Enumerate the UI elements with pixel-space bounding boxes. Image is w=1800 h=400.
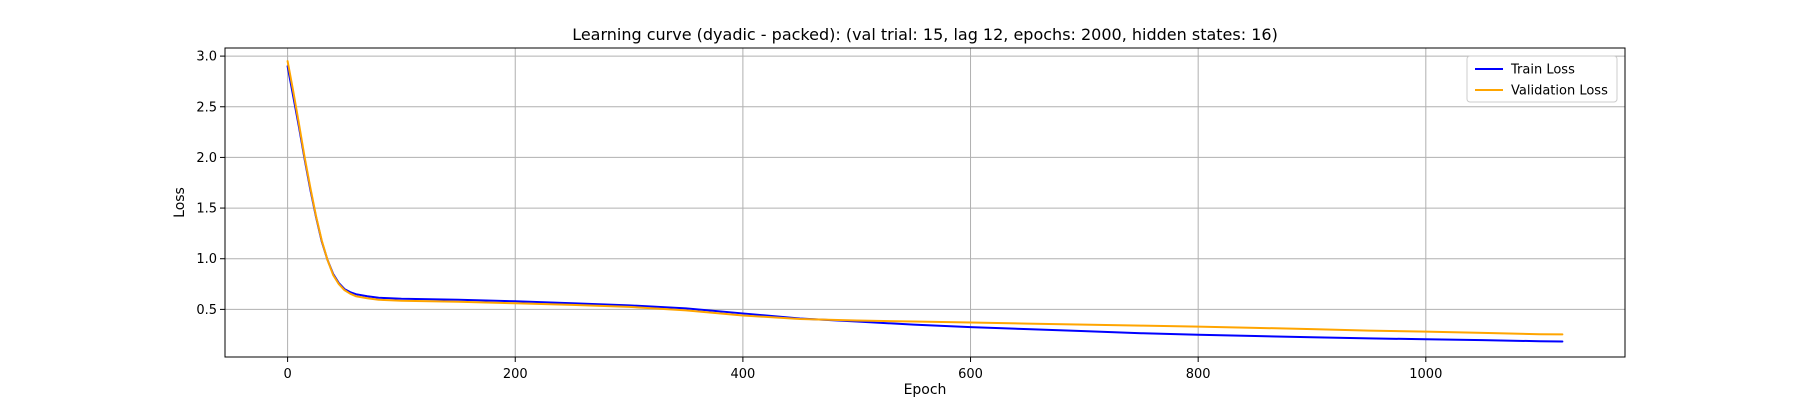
x-tick-label: 400 (730, 367, 755, 382)
x-tick-label: 200 (503, 367, 528, 382)
y-axis-label: Loss (172, 187, 188, 218)
legend-box (1466, 55, 1618, 103)
series-lines (286, 60, 1564, 343)
axis-ticks: 0 200 400 600 800 1000 0.5 1.0 1.5 2.0 2.5 3.0 (196, 50, 1442, 382)
y-tick-label: 1.0 (196, 252, 217, 267)
x-tick-label: 800 (1186, 367, 1211, 382)
x-tick-label: 600 (958, 367, 983, 382)
legend-validation-loss-label: Validation Loss (1511, 84, 1608, 99)
x-tick-label: 0 (283, 367, 291, 382)
validation-loss-line (286, 60, 1564, 336)
y-tick-label: 0.5 (196, 303, 217, 318)
chart-title: Learning curve (dyadic - packed): (val t… (572, 25, 1278, 44)
x-tick-label: 1000 (1409, 367, 1442, 382)
plot-frame (224, 47, 1626, 358)
x-axis-label: Epoch (904, 382, 947, 398)
legend-train-loss-label: Train Loss (1510, 63, 1575, 78)
y-tick-label: 2.0 (196, 151, 217, 166)
grid-lines (225, 48, 1625, 357)
y-tick-label: 1.5 (196, 202, 217, 217)
y-tick-label: 3.0 (196, 50, 217, 65)
train-loss-line (286, 65, 1564, 343)
legend: Train Loss Validation Loss (1466, 55, 1618, 103)
y-tick-label: 2.5 (196, 100, 217, 115)
